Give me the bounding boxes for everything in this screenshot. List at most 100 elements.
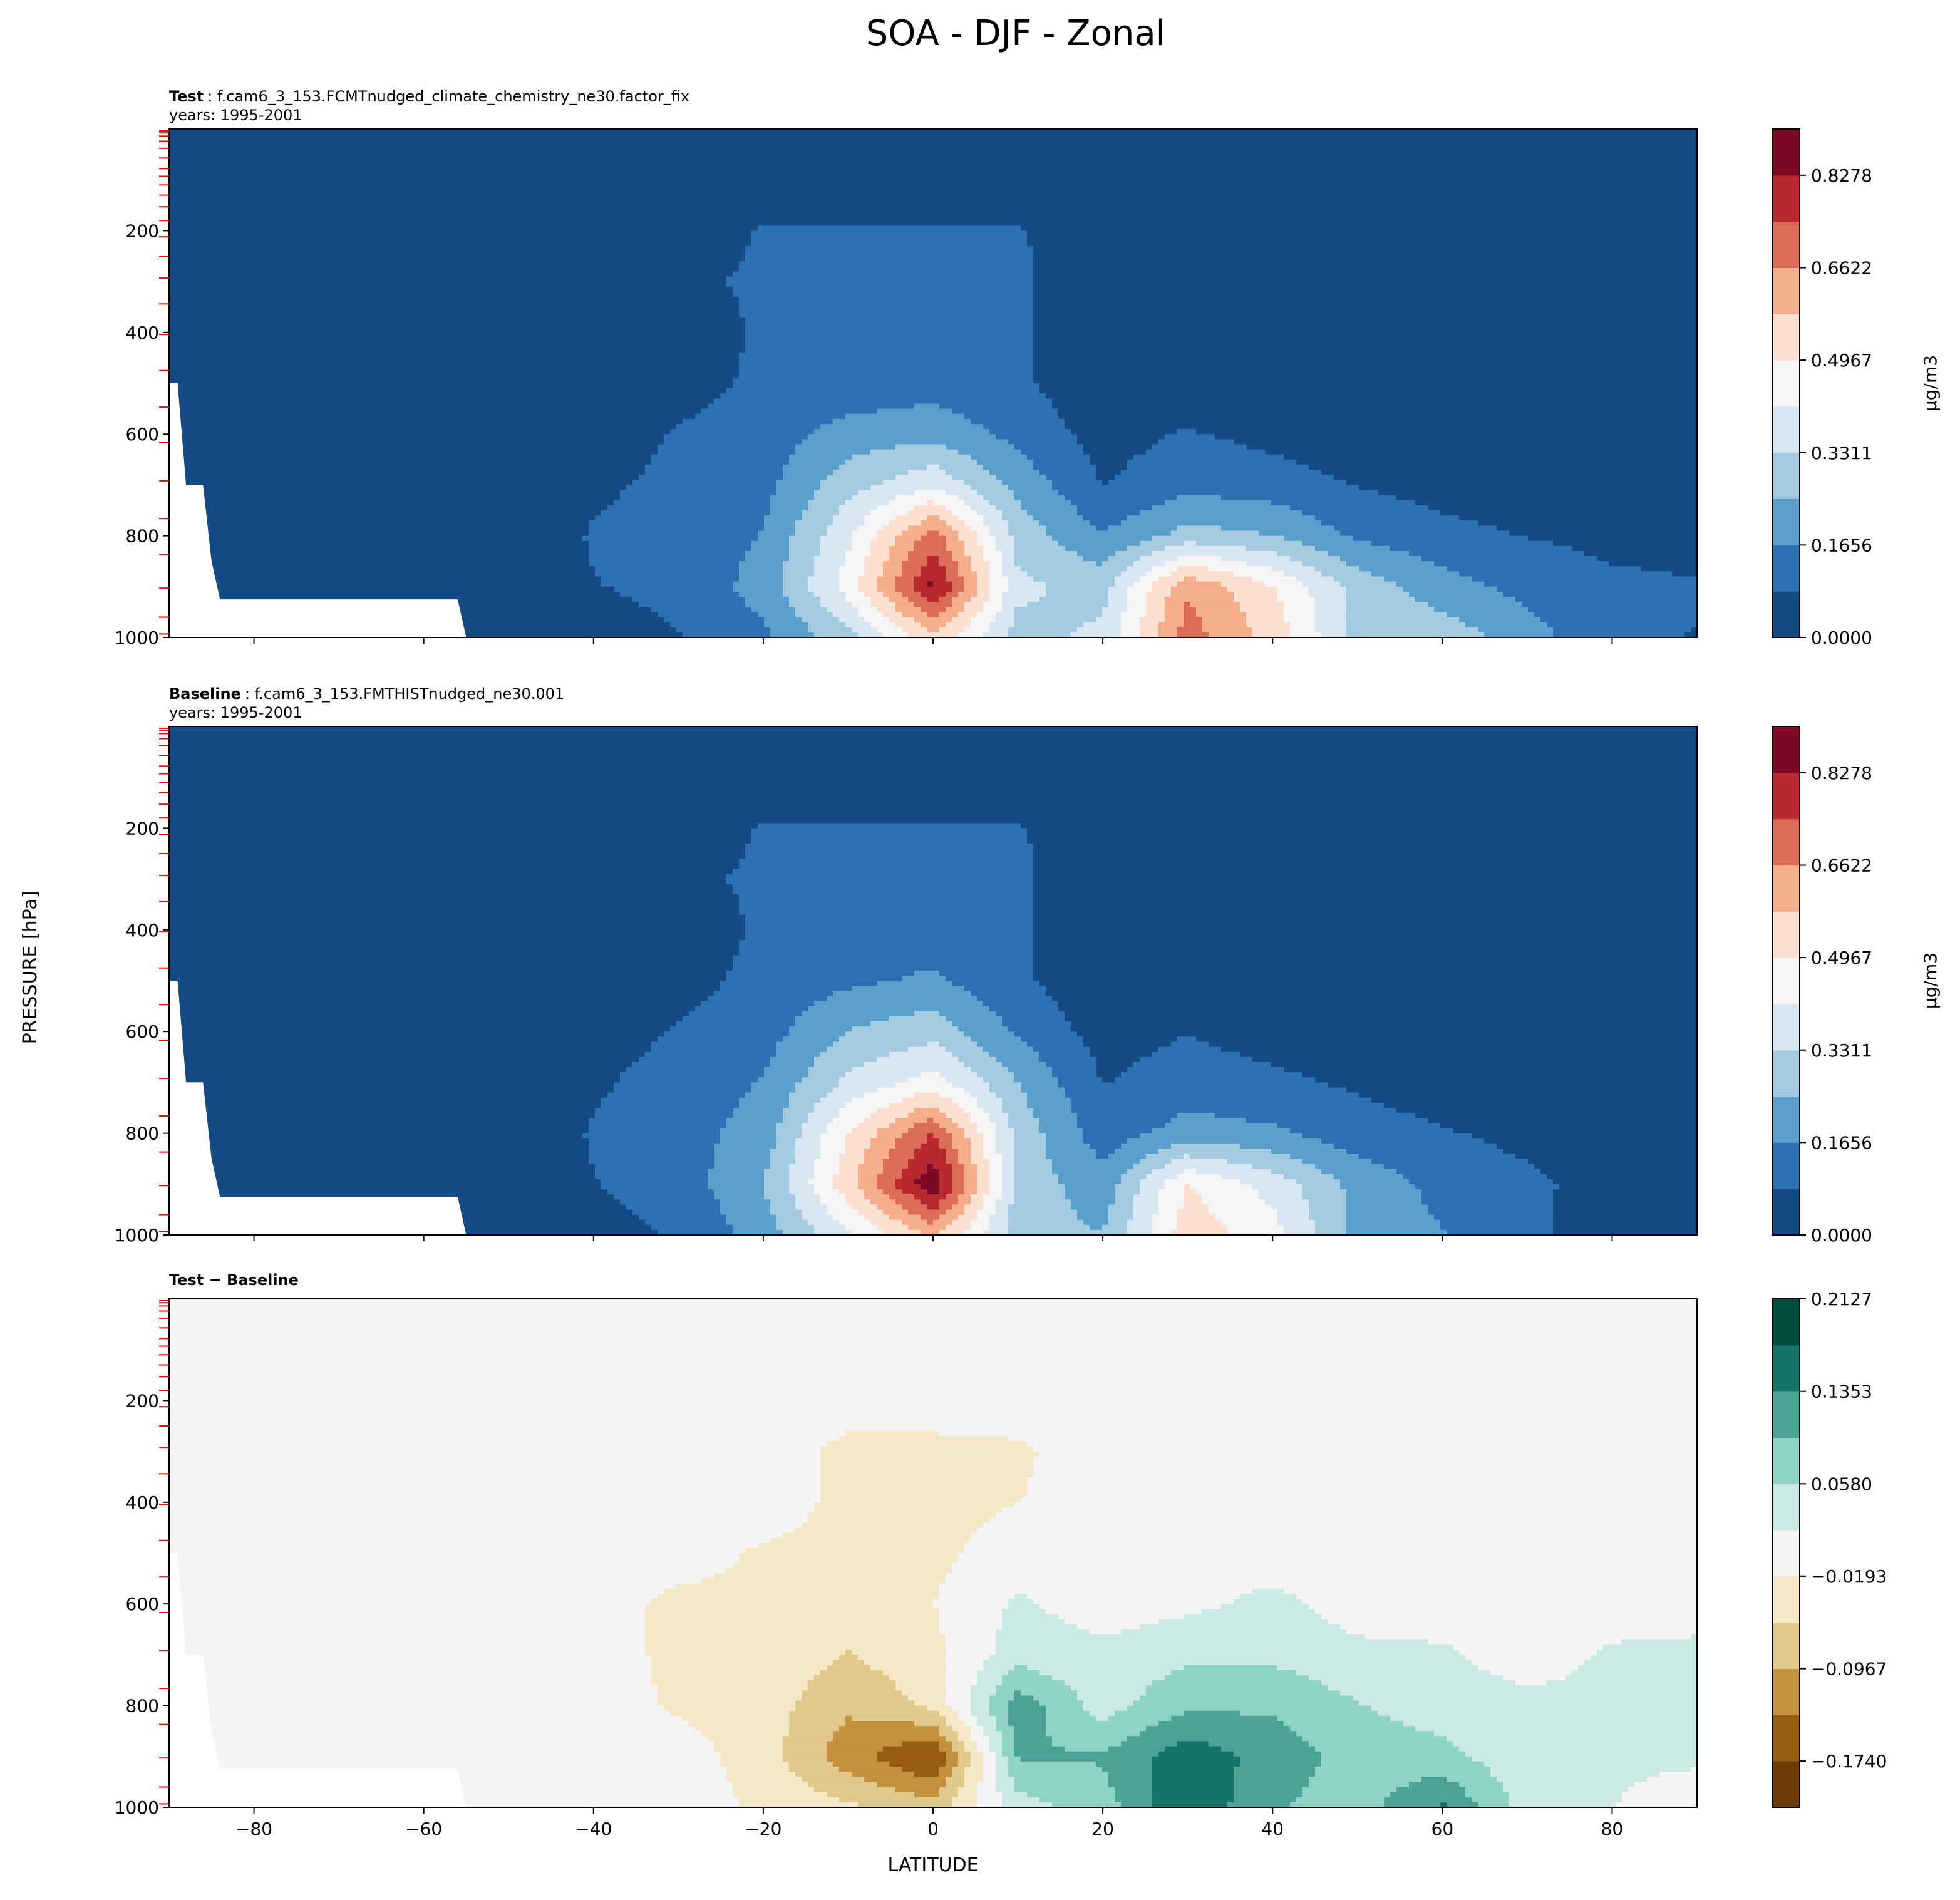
contour-cell: [776, 1214, 802, 1221]
contour-cell: [1177, 1174, 1222, 1180]
panel-2: Baseline: f.cam6_3_153.FMTHISTnudged_ne3…: [115, 685, 1941, 1246]
contour-cell: [795, 1194, 821, 1200]
contour-cell: [1014, 1782, 1109, 1788]
contour-cell: [1008, 1118, 1040, 1124]
contour-cell: [1096, 525, 1109, 532]
colorbar-tick-label: 0.6622: [1811, 258, 1872, 279]
contour-cell: [1046, 1154, 1096, 1159]
contour-cell: [620, 1072, 765, 1078]
contour-cell: [983, 1149, 996, 1154]
contour-cell: [1209, 566, 1272, 572]
colorbar-swatch: [1772, 1050, 1800, 1097]
contour-cell: [996, 1199, 1015, 1206]
contour-cell: [795, 1159, 815, 1165]
contour-cell: [676, 1583, 940, 1589]
x-tick-label: 40: [1261, 1819, 1284, 1839]
contour-cell: [1121, 632, 1140, 638]
contour-cell: [989, 1219, 1009, 1226]
contour-cell: [169, 520, 589, 527]
contour-cell: [1096, 1056, 1140, 1063]
contour-cell: [1234, 1792, 1303, 1798]
contour-cell: [952, 408, 1059, 415]
contour-cell: [783, 1118, 808, 1124]
contour-cell: [820, 1487, 1028, 1493]
contour-cell: [169, 1634, 646, 1640]
contour-cell: [726, 970, 915, 976]
contour-cell: [1008, 439, 1078, 445]
contour-cell: [169, 1578, 702, 1584]
contour-cell: [1133, 1194, 1159, 1200]
contour-cell: [645, 1609, 940, 1615]
contour-cell: [833, 1736, 946, 1742]
contour-cell: [169, 1118, 589, 1124]
contour-cell: [714, 398, 1053, 405]
x-tick-label: 60: [1431, 1819, 1454, 1839]
contour-cell: [877, 530, 902, 537]
contour-cell: [1171, 1143, 1240, 1149]
contour-cell: [1384, 1802, 1441, 1808]
contour-cell: [1127, 515, 1316, 521]
contour-cell: [971, 1537, 1698, 1544]
contour-cell: [1033, 459, 1090, 465]
contour-cell: [1346, 1194, 1422, 1200]
contour-cell: [1672, 571, 1698, 577]
contour-cell: [1014, 1159, 1053, 1165]
contour-cell: [169, 271, 733, 277]
contour-cell: [946, 1680, 977, 1686]
contour-cell: [169, 464, 646, 470]
contour-cell: [1002, 480, 1053, 486]
contour-cell: [739, 859, 1034, 864]
contour-cell: [1265, 581, 1303, 587]
contour-cell: [1083, 1041, 1172, 1048]
contour-cell: [169, 556, 589, 562]
contour-cell: [852, 530, 877, 537]
figure-title: SOA - DJF - Zonal: [866, 13, 1165, 54]
contour-cell: [1108, 1209, 1134, 1216]
contour-cell: [889, 1154, 915, 1159]
contour-cell: [939, 530, 959, 537]
contour-cell: [733, 1113, 783, 1118]
contour-cell: [1146, 1174, 1178, 1180]
contour-cell: [852, 535, 877, 542]
contour-cell: [1277, 1715, 1391, 1722]
contour-cell: [651, 1670, 821, 1676]
contour-cell: [676, 424, 821, 430]
contour-cell: [1021, 505, 1078, 511]
contour-cell: [1340, 530, 1510, 537]
contour-cell: [745, 348, 1034, 354]
contour-cell: [852, 986, 965, 991]
contour-cell: [921, 571, 946, 577]
contour-cell: [1146, 612, 1165, 618]
contour-cell: [839, 505, 877, 511]
contour-cell: [958, 632, 984, 638]
contour-cell: [996, 1092, 1028, 1098]
contour-cell: [1221, 556, 1291, 562]
contour-cell: [870, 1138, 896, 1144]
contour-cell: [958, 449, 1021, 455]
contour-cell: [1271, 1061, 1698, 1068]
contour-cell: [977, 1741, 990, 1747]
contour-cell: [169, 823, 758, 829]
contour-cell: [952, 1138, 971, 1144]
contour-cell: [770, 495, 815, 501]
contour-cell: [820, 1467, 1034, 1472]
contour-cell: [169, 1547, 746, 1554]
contour-cell: [169, 813, 1698, 818]
contour-cell: [1359, 1154, 1516, 1159]
contour-cell: [883, 612, 902, 618]
contour-cell: [964, 1108, 984, 1113]
contour-cell: [1096, 1154, 1109, 1159]
contour-cell: [989, 566, 1003, 572]
contour-cell: [845, 1194, 865, 1200]
contour-cell: [864, 571, 884, 577]
contour-cell: [1158, 439, 1234, 445]
contour-cell: [852, 627, 877, 633]
contour-cell: [827, 475, 896, 481]
contour-cell: [958, 1214, 977, 1221]
contour-cell: [1052, 480, 1103, 486]
contour-cell: [1002, 1802, 1053, 1808]
contour-cell: [739, 307, 1034, 313]
contour-cell: [883, 561, 902, 567]
contour-cell: [739, 1553, 959, 1559]
contour-cell: [169, 312, 740, 318]
